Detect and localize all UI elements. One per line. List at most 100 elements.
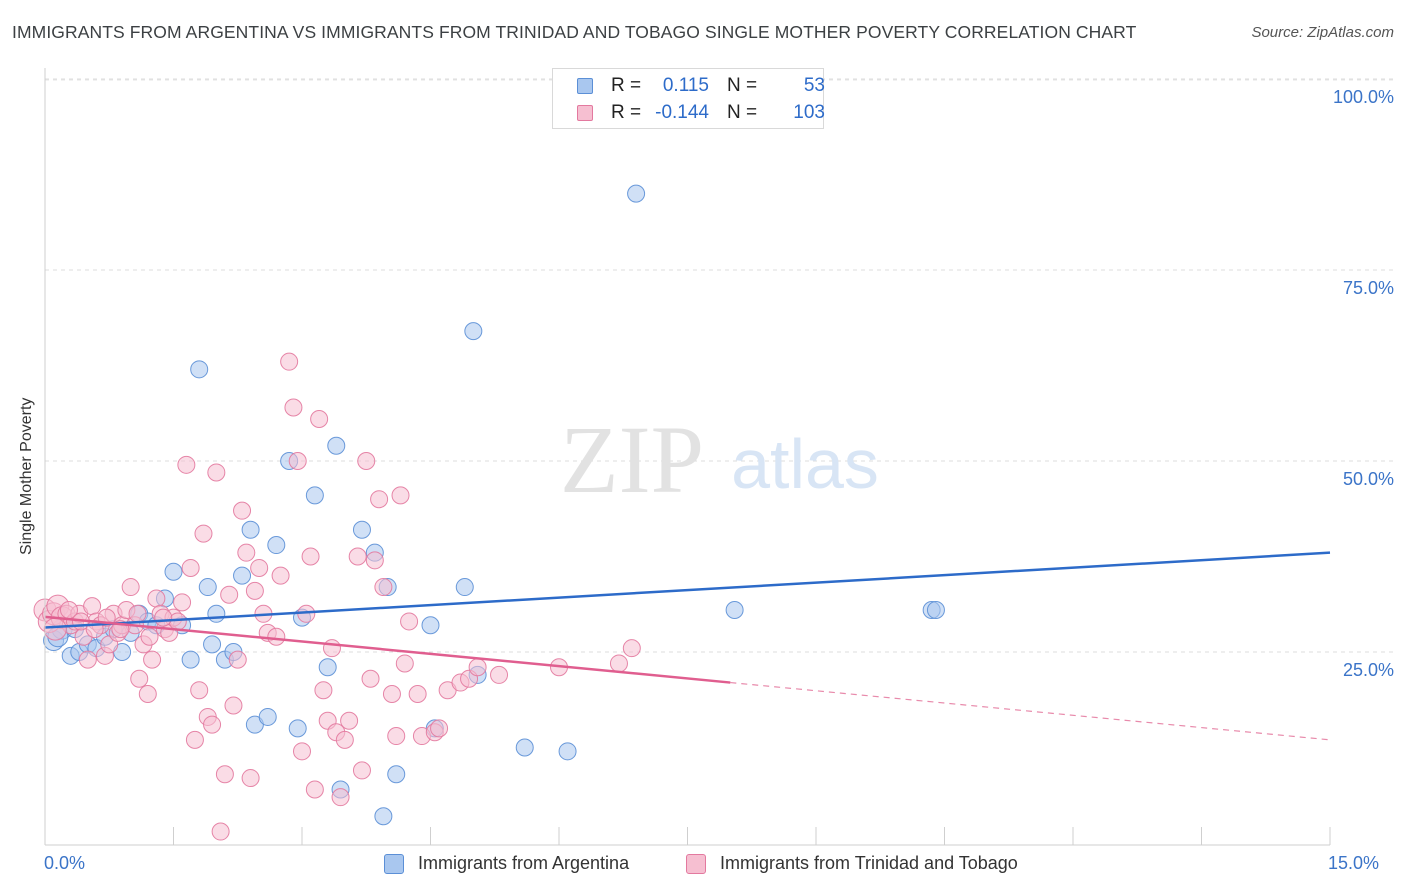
- legend-swatch-trinidad: [686, 854, 706, 874]
- point-argentina: [421, 616, 440, 635]
- point-argentina: [515, 738, 534, 757]
- point-trinidad: [207, 463, 226, 482]
- point-trinidad: [314, 681, 333, 700]
- point-argentina: [233, 566, 252, 585]
- point-argentina: [374, 807, 393, 826]
- point-trinidad: [43, 617, 67, 641]
- point-trinidad: [83, 597, 102, 616]
- point-trinidad: [468, 658, 487, 677]
- point-trinidad: [335, 730, 354, 749]
- point-trinidad: [185, 730, 204, 749]
- legend-swatch-trinidad: [577, 105, 593, 121]
- chart-title: IMMIGRANTS FROM ARGENTINA VS IMMIGRANTS …: [12, 22, 1137, 42]
- point-trinidad: [322, 639, 341, 658]
- point-trinidad: [395, 654, 414, 673]
- point-trinidad: [305, 780, 324, 799]
- point-argentina: [558, 742, 577, 761]
- point-trinidad: [310, 409, 329, 428]
- point-trinidad: [357, 452, 376, 470]
- point-trinidad: [352, 761, 371, 780]
- stats-legend: R = 0.115 N = 53 R = -0.144 N = 103: [552, 68, 825, 129]
- watermark-atlas: atlas: [731, 425, 879, 503]
- point-trinidad: [293, 742, 311, 761]
- y-axis-label: Single Mother Poverty: [18, 397, 35, 555]
- legend-label-trinidad: Immigrants from Trinidad and Tobago: [720, 853, 1018, 873]
- point-trinidad: [301, 547, 320, 566]
- point-trinidad: [374, 578, 393, 597]
- point-trinidad: [190, 681, 209, 700]
- legend-swatch-argentina: [577, 78, 593, 94]
- point-trinidad: [143, 650, 162, 669]
- point-trinidad: [250, 558, 269, 577]
- series-argentina-points: [43, 184, 945, 826]
- point-trinidad: [331, 788, 350, 807]
- legend-r-value: 0.115: [662, 75, 709, 96]
- point-trinidad: [391, 486, 410, 505]
- trend-line-argentina: [44, 551, 1331, 629]
- legend-swatch-argentina: [384, 854, 404, 874]
- point-argentina: [926, 600, 945, 619]
- legend-label-argentina: Immigrants from Argentina: [418, 853, 630, 873]
- watermark-zip: ZIP: [560, 406, 704, 513]
- point-trinidad: [233, 501, 252, 520]
- point-trinidad: [361, 669, 380, 688]
- point-trinidad: [140, 627, 159, 646]
- point-trinidad: [408, 685, 427, 704]
- legend-r-label: R =: [611, 102, 642, 123]
- point-trinidad: [147, 589, 166, 608]
- point-trinidad: [490, 665, 509, 684]
- point-argentina: [305, 486, 324, 505]
- point-argentina: [464, 322, 483, 341]
- y-tick-label: 25.0%: [1342, 660, 1394, 680]
- source-label: Source: ZipAtlas.com: [1251, 24, 1394, 41]
- grid-lines: [45, 78, 1394, 653]
- point-trinidad: [387, 727, 406, 746]
- point-trinidad: [241, 769, 260, 788]
- x-tick-label-max: 15.0%: [1328, 853, 1380, 873]
- point-argentina: [725, 600, 744, 619]
- point-trinidad: [340, 711, 359, 730]
- series-trinidad-points: [33, 352, 641, 841]
- y-tick-label: 100.0%: [1332, 87, 1394, 107]
- trend-lines: [44, 551, 1331, 741]
- point-trinidad: [215, 765, 234, 784]
- point-trinidad: [382, 685, 401, 704]
- x-tick-label-min: 0.0%: [44, 853, 86, 873]
- y-tick-label: 50.0%: [1342, 469, 1394, 489]
- point-argentina: [241, 520, 260, 539]
- trend-line-trinidad: [44, 615, 731, 684]
- point-trinidad: [284, 398, 303, 417]
- point-trinidad: [228, 650, 247, 669]
- axes: [44, 68, 1331, 846]
- point-argentina: [207, 604, 226, 623]
- point-trinidad: [154, 608, 173, 627]
- point-trinidad: [370, 490, 389, 509]
- point-argentina: [258, 707, 277, 726]
- point-trinidad: [237, 543, 256, 562]
- point-trinidad: [173, 593, 192, 612]
- point-trinidad: [271, 566, 290, 585]
- legend-n-label: N =: [727, 75, 758, 96]
- point-trinidad: [288, 452, 307, 470]
- point-trinidad: [622, 639, 641, 658]
- point-trinidad: [194, 524, 213, 543]
- point-argentina: [190, 360, 209, 379]
- point-trinidad: [245, 581, 264, 600]
- point-trinidad: [177, 455, 196, 474]
- point-argentina: [288, 719, 307, 738]
- point-trinidad: [609, 654, 628, 673]
- point-trinidad: [138, 685, 157, 704]
- point-argentina: [327, 436, 346, 455]
- legend-r-label: R =: [611, 75, 642, 96]
- legend-n-value: 103: [793, 102, 825, 123]
- point-trinidad: [130, 669, 149, 688]
- point-argentina: [352, 520, 371, 539]
- point-argentina: [455, 578, 474, 597]
- point-trinidad: [203, 715, 222, 734]
- point-trinidad: [280, 352, 299, 371]
- point-argentina: [181, 650, 200, 669]
- point-trinidad: [348, 547, 367, 566]
- point-argentina: [387, 765, 406, 784]
- watermark: ZIP atlas: [560, 406, 879, 513]
